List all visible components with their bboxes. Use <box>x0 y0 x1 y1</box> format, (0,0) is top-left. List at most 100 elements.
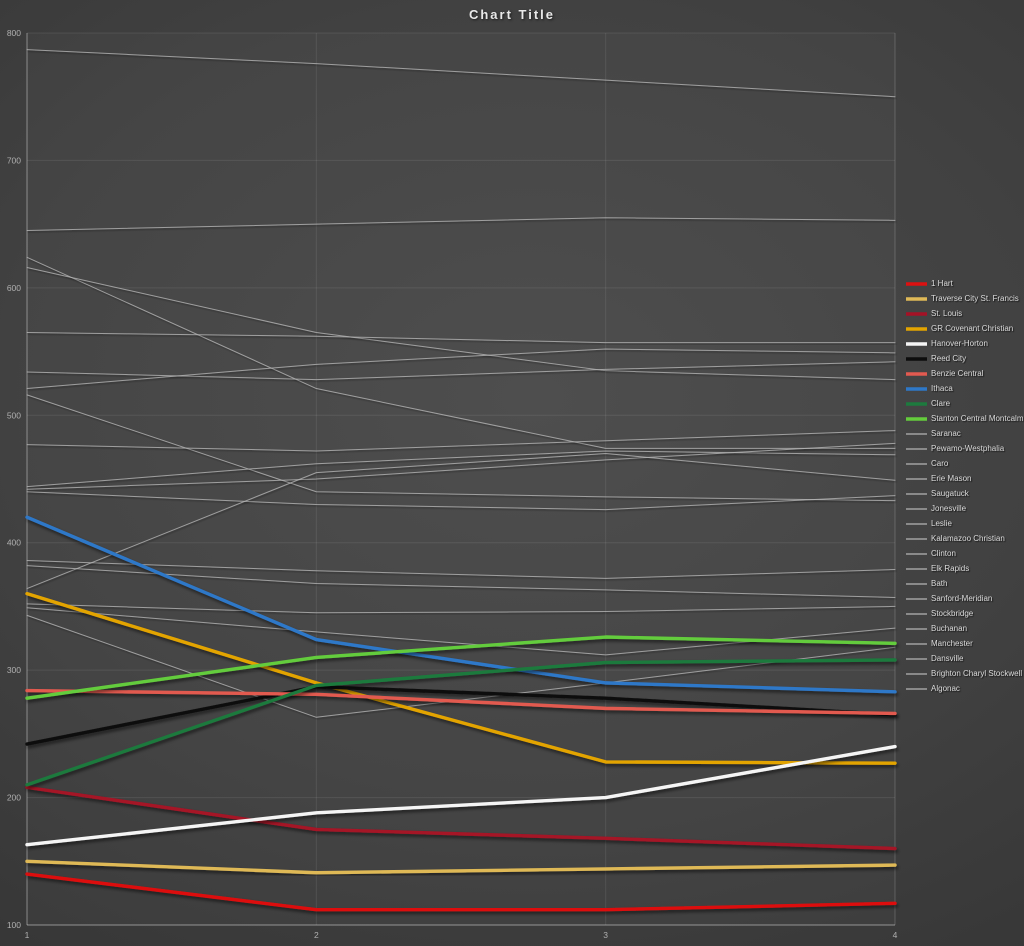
legend-item: Caro <box>906 456 1024 471</box>
legend-label: Reed City <box>931 354 967 363</box>
legend-swatch-line <box>906 296 927 301</box>
series-lines <box>25 49 897 912</box>
legend-label: Clare <box>931 399 951 408</box>
series-line-kalamazoo-christian <box>26 394 896 502</box>
series-line-clare <box>25 658 897 787</box>
y-axis-tick-label: 100 <box>7 920 21 930</box>
axis-tick-labels: 100 200 300 400 500 600 700 800 1 2 3 4 <box>7 28 898 940</box>
legend-item: Hanover-Horton <box>906 336 1024 351</box>
legend-label: Algonac <box>931 684 960 693</box>
legend-swatch-line <box>906 356 927 361</box>
series-line-ithaca <box>25 515 897 694</box>
series-line-manchester <box>26 565 896 599</box>
legend-item: Elk Rapids <box>906 561 1024 576</box>
legend-item: GR Covenant Christian <box>906 321 1024 336</box>
legend-label: 1 Hart <box>931 279 953 288</box>
legend-item: Pewamo-Westphalia <box>906 441 1024 456</box>
plot-area <box>27 33 895 925</box>
legend-item: Reed City <box>906 351 1024 366</box>
legend-label: Brighton Charyl Stockwell <box>931 669 1023 678</box>
legend-label: Clinton <box>931 549 956 558</box>
series-line-elk-rapids <box>26 450 896 488</box>
series-line-sanford-meridian <box>26 442 896 490</box>
legend-swatch-line <box>906 657 927 660</box>
legend-label: Jonesville <box>931 504 967 513</box>
legend-item: Saranac <box>906 426 1024 441</box>
legend-item: Traverse City St. Francis <box>906 291 1024 306</box>
legend-label: Benzie Central <box>931 369 984 378</box>
y-axis-tick-label: 800 <box>7 28 21 38</box>
series-line-benzie-central <box>25 688 897 716</box>
legend-swatch-line <box>906 401 927 406</box>
series-line-caro <box>26 256 896 449</box>
series-line-bath <box>26 491 896 511</box>
legend-label: Pewamo-Westphalia <box>931 444 1005 453</box>
series-line-clinton <box>26 430 896 452</box>
chart-legend: 1 Hart Traverse City St. Francis St. Louis… <box>906 276 1024 696</box>
legend-swatch-line <box>906 462 927 465</box>
legend-item: Dansville <box>906 651 1024 666</box>
y-axis-tick-label: 200 <box>7 793 21 803</box>
legend-swatch-line <box>906 567 927 570</box>
legend-swatch-line <box>906 281 927 286</box>
series-line-saugatuck <box>26 331 896 344</box>
legend-swatch-line <box>906 326 927 331</box>
legend-swatch-line <box>906 371 927 376</box>
legend-item: Benzie Central <box>906 366 1024 381</box>
legend-swatch-line <box>906 507 927 510</box>
legend-item: Erie Mason <box>906 471 1024 486</box>
legend-swatch-line <box>906 582 927 585</box>
series-line-st-louis <box>25 785 897 851</box>
legend-label: Sanford-Meridian <box>931 594 993 603</box>
legend-label: Ithaca <box>931 384 953 393</box>
legend-item: 1 Hart <box>906 276 1024 291</box>
legend-swatch-line <box>906 447 927 450</box>
legend-label: Caro <box>931 459 949 468</box>
legend-swatch-line <box>906 386 927 391</box>
legend-item: Saugatuck <box>906 486 1024 501</box>
legend-label: Saranac <box>931 429 961 438</box>
gridlines <box>26 32 896 926</box>
series-line-hanover-horton <box>25 744 897 847</box>
x-axis-tick-label: 3 <box>603 930 608 940</box>
series-line-buchanan <box>26 453 896 590</box>
legend-swatch-line <box>906 492 927 495</box>
legend-item: Algonac <box>906 681 1024 696</box>
chart-title: Chart Title <box>468 7 556 22</box>
y-axis-tick-label: 700 <box>7 155 21 165</box>
legend-item: Manchester <box>906 636 1024 651</box>
legend-item: Bath <box>906 576 1024 591</box>
legend-label: Manchester <box>931 639 973 648</box>
legend-item: Buchanan <box>906 621 1024 636</box>
legend-label: Dansville <box>931 654 964 663</box>
legend-swatch-line <box>906 537 927 540</box>
legend-item: Clare <box>906 396 1024 411</box>
legend-label: St. Louis <box>931 309 963 318</box>
series-line-saranac <box>26 49 896 98</box>
legend-label: Hanover-Horton <box>931 339 988 348</box>
legend-item: Brighton Charyl Stockwell <box>906 666 1024 681</box>
legend-swatch-line <box>906 477 927 480</box>
series-line-erie-mason <box>26 266 896 381</box>
legend-swatch-line <box>906 612 927 615</box>
legend-item: Sanford-Meridian <box>906 591 1024 606</box>
legend-label: Buchanan <box>931 624 968 633</box>
legend-item: Stanton Central Montcalm <box>906 411 1024 426</box>
legend-label: Stockbridge <box>931 609 974 618</box>
y-axis-tick-label: 600 <box>7 283 21 293</box>
legend-label: Kalamazoo Christian <box>931 534 1005 543</box>
series-line-gr-covenant-christian <box>25 591 897 765</box>
legend-swatch-line <box>906 416 927 421</box>
series-line-reed-city <box>25 685 897 746</box>
legend-label: Stanton Central Montcalm <box>931 414 1024 423</box>
y-axis-tick-label: 400 <box>7 538 21 548</box>
legend-label: Leslie <box>931 519 952 528</box>
legend-item: Leslie <box>906 516 1024 531</box>
legend-swatch-line <box>906 597 927 600</box>
legend-item: Clinton <box>906 546 1024 561</box>
legend-item: St. Louis <box>906 306 1024 321</box>
series-line-stockbridge <box>26 560 896 579</box>
legend-label: GR Covenant Christian <box>931 324 1014 333</box>
